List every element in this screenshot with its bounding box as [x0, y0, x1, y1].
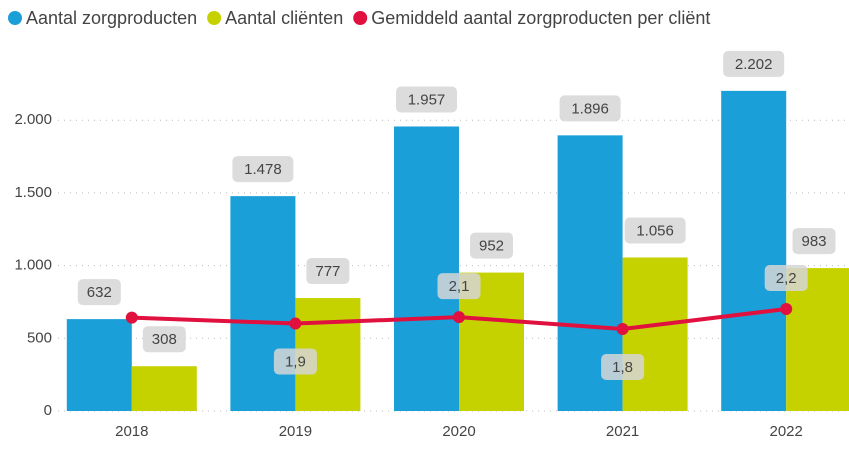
x-tick-label: 2019: [279, 423, 312, 440]
data-label: 1,9: [273, 348, 317, 375]
legend-marker: [207, 11, 222, 25]
bar: [230, 196, 296, 411]
bar: [66, 319, 132, 411]
data-label-box: [396, 86, 457, 113]
data-label-text: 632: [87, 284, 112, 301]
data-label-box: [306, 258, 350, 285]
line-point: [780, 302, 793, 315]
data-label-text: 777: [315, 263, 340, 280]
data-label-box: [764, 264, 808, 291]
legend-marker: [8, 11, 22, 25]
data-label: 1.478: [232, 156, 294, 183]
data-label-text: 1,9: [285, 354, 306, 371]
bar: [394, 126, 459, 412]
data-label-text: 2.202: [735, 56, 773, 73]
data-label: 1,8: [601, 354, 645, 381]
data-label-box: [142, 326, 186, 353]
data-label-box: [470, 232, 513, 259]
bar: [721, 90, 787, 412]
data-label: 632: [77, 279, 121, 306]
legend-marker: [353, 11, 368, 25]
line-point: [453, 311, 465, 324]
x-tick-label: 2020: [442, 423, 475, 440]
legend-label: Aantal zorgproducten: [26, 8, 197, 28]
data-label: 308: [142, 326, 186, 353]
data-label-text: 308: [152, 331, 177, 348]
bar: [131, 366, 197, 411]
data-label-text: 2,2: [776, 270, 797, 287]
data-label-box: [792, 228, 836, 255]
data-label: 1.896: [559, 95, 621, 122]
y-tick-label: 2.000: [14, 111, 52, 128]
x-tick-label: 2022: [770, 423, 803, 440]
data-label-box: [273, 348, 317, 375]
data-label-box: [232, 156, 294, 183]
legend: Aantal zorgproducten Aantal cliënten Gemid…: [8, 8, 710, 28]
data-label-box: [559, 95, 621, 122]
data-label-text: 983: [801, 233, 826, 250]
data-label-box: [437, 273, 481, 300]
data-label-box: [601, 354, 645, 381]
line-point: [616, 323, 629, 336]
data-label: 983: [792, 228, 836, 255]
data-label-box: [723, 50, 785, 77]
data-label: 952: [470, 232, 513, 259]
bar: [786, 268, 849, 411]
line-point: [289, 317, 302, 330]
data-label-text: 1.478: [244, 161, 282, 178]
y-tick-label: 1.000: [14, 257, 52, 274]
y-tick-label: 500: [27, 329, 52, 346]
data-label-text: 952: [479, 238, 504, 255]
data-label: 2,2: [764, 264, 808, 291]
y-tick-label: 1.500: [14, 184, 52, 201]
data-label-text: 1,8: [612, 359, 633, 376]
bar: [622, 257, 688, 411]
data-label: 2.202: [723, 50, 785, 77]
data-label: 1.056: [624, 217, 686, 244]
legend-label: Aantal cliënten: [225, 8, 343, 28]
data-label-box: [77, 279, 121, 306]
data-label: 2,1: [437, 273, 481, 300]
data-label-text: 1.957: [408, 91, 446, 108]
data-label: 1.957: [396, 86, 457, 113]
data-label-text: 2,1: [449, 278, 470, 295]
y-tick-label: 0: [44, 402, 52, 419]
data-label-box: [624, 217, 686, 244]
x-tick-label: 2018: [115, 423, 148, 440]
x-tick-label: 2021: [606, 423, 639, 440]
legend-label: Gemiddeld aantal zorgproducten per cliën…: [371, 8, 710, 28]
data-label-text: 1.056: [636, 222, 674, 239]
data-label-text: 1.896: [571, 100, 609, 117]
data-label: 777: [306, 258, 350, 285]
line-point: [125, 311, 138, 324]
